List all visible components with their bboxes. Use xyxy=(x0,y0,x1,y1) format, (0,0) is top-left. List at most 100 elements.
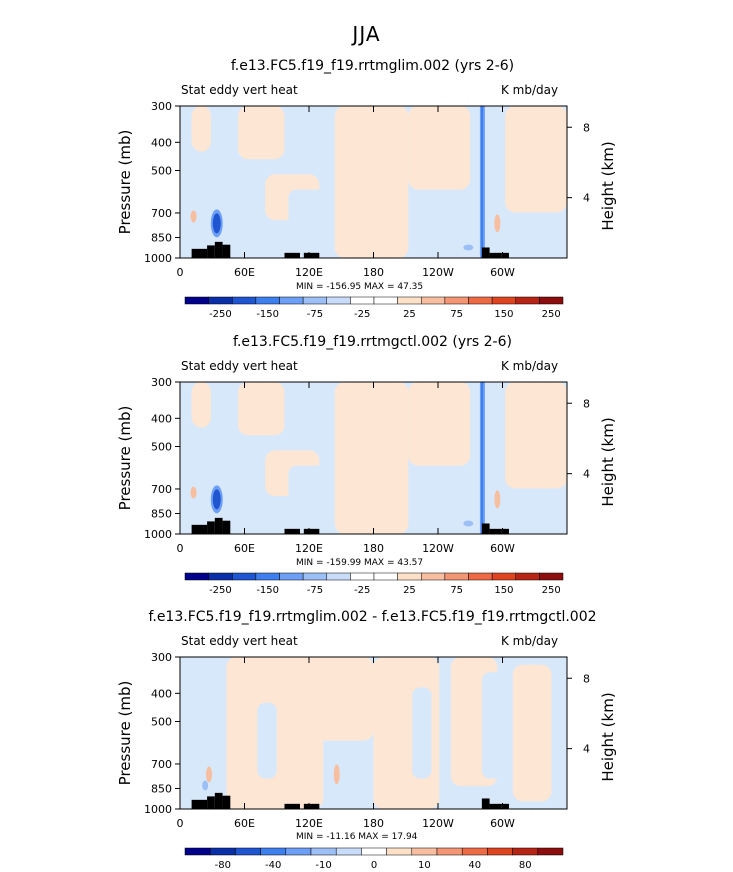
panel-3-colorbar-swatch xyxy=(436,847,463,856)
panel-1-colorbar-swatch xyxy=(184,296,209,305)
panel-1-positive-region xyxy=(238,106,285,160)
panel-2-negative-column-core xyxy=(481,382,484,534)
panel-2-colorbar-label: 75 xyxy=(450,585,463,596)
panel-2-minmax: MIN = -159.99 MAX = 43.57 xyxy=(296,558,424,568)
panel-3-colorbar-swatch xyxy=(537,847,564,856)
panel-1-colorbar-swatch xyxy=(326,296,351,305)
panel-2-colorbar-swatch xyxy=(444,572,469,581)
panel-3-colorbar-swatch xyxy=(209,847,236,856)
panel-1-colorbar-swatch xyxy=(302,296,327,305)
panel-2-colorbar-swatch xyxy=(468,572,493,581)
panel-3-title: f.e13.FC5.f19_f19.rrtmglim.002 - f.e13.F… xyxy=(148,609,597,625)
panel-2-y-axis-label: Pressure (mb) xyxy=(116,406,134,511)
panel-3-colorbar-swatch xyxy=(235,847,261,856)
panel-3-colorbar-label: 80 xyxy=(519,860,532,871)
panel-1-colorbar-label: -150 xyxy=(256,309,279,320)
panel-2-variable-label: Stat eddy vert heat xyxy=(181,359,298,373)
panel-3-topography xyxy=(481,798,490,809)
panel-3-colorbar-label: -80 xyxy=(215,860,231,871)
panel-1-topography xyxy=(222,244,231,258)
panel-2-y2-axis-label: Height (km) xyxy=(599,417,617,506)
panel-3-x-tick-label: 120W xyxy=(422,817,454,830)
panel-1-x-tick-label: 180 xyxy=(363,266,384,279)
panel-1-y-tick-label: 700 xyxy=(151,207,172,220)
panel-1-topography xyxy=(501,252,509,258)
panel-1-topography xyxy=(284,252,300,258)
panel-1-y2-tick-label: 8 xyxy=(583,121,590,134)
panel-3-negative-blob xyxy=(202,780,209,791)
panel-1-y-axis-label: Pressure (mb) xyxy=(116,130,134,235)
panel-3-topography xyxy=(214,792,223,809)
panel-3-colorbar-swatch xyxy=(361,847,387,856)
panel-2-colorbar-swatch xyxy=(373,572,398,581)
panel-2-colorbar-swatch xyxy=(279,572,304,581)
panel-1-variable-label: Stat eddy vert heat xyxy=(181,83,298,97)
panel-3-y-tick-label: 400 xyxy=(151,687,172,700)
panel-2-colorbar-swatch xyxy=(421,572,446,581)
panel-3-x-tick-label: 120E xyxy=(295,817,323,830)
panel-1-negative-blob-core xyxy=(212,213,221,234)
panel-3-y-tick-label: 850 xyxy=(151,782,172,795)
panel-1-y-tick-label: 300 xyxy=(151,100,172,113)
panel-3-y2-tick-label: 4 xyxy=(583,743,590,756)
panel-1-y-tick-label: 850 xyxy=(151,231,172,244)
panel-2-positive-blob xyxy=(494,490,501,509)
panel-3-topography xyxy=(489,803,502,809)
panel-2-colorbar-swatch xyxy=(515,572,540,581)
panel-2-colorbar-label: 25 xyxy=(403,585,416,596)
panel-2-positive-region xyxy=(191,382,211,428)
panel-1-negative-blob xyxy=(463,244,474,251)
panel-2-colorbar-label: -250 xyxy=(209,585,232,596)
panel-2-colorbar-swatch xyxy=(302,572,327,581)
panel-2-positive-region xyxy=(334,382,409,534)
figure-title: JJA xyxy=(352,22,381,46)
panel-2-colorbar-label: -150 xyxy=(256,585,279,596)
panel-2-units: K mb/day xyxy=(501,359,559,373)
panel-3-minmax: MIN = -11.16 MAX = 17.94 xyxy=(296,832,418,842)
panel-1-colorbar-swatch xyxy=(397,296,422,305)
panel-3-topography xyxy=(207,796,215,809)
panel-1-colorbar-label: -75 xyxy=(307,309,323,320)
panel-1-y2-axis-label: Height (km) xyxy=(599,141,617,230)
panel-3-topography xyxy=(191,799,208,809)
panel-2-topography xyxy=(481,523,490,534)
panel-3-colorbar-swatch xyxy=(512,847,539,856)
panel-2-negative-region xyxy=(288,465,328,512)
panel-2-colorbar-label: -75 xyxy=(307,585,323,596)
panel-1-colorbar-label: -250 xyxy=(209,309,232,320)
panel-2-y2-tick-label: 8 xyxy=(583,397,590,410)
panel-1-colorbar-swatch xyxy=(515,296,540,305)
panel-1-positive-region xyxy=(334,106,409,258)
panel-3-colorbar-swatch xyxy=(310,847,337,856)
panel-2-colorbar-label: 250 xyxy=(542,585,561,596)
panel-2-colorbar-swatch xyxy=(208,572,233,581)
panel-2-negative-region xyxy=(234,442,246,489)
panel-2-topography xyxy=(207,521,215,534)
panel-2-x-tick-label: 120E xyxy=(295,542,323,555)
panel-1-y-tick-label: 400 xyxy=(151,136,172,149)
panel-3-units: K mb/day xyxy=(501,634,559,648)
panel-3-x-tick-label: 60W xyxy=(490,817,515,830)
panel-2-colorbar-swatch xyxy=(397,572,422,581)
panel-3-topography xyxy=(284,803,300,809)
panel-2-y-tick-label: 400 xyxy=(151,412,172,425)
panel-1-colorbar-label: 150 xyxy=(494,309,513,320)
panel-2-colorbar-swatch xyxy=(491,572,516,581)
panel-2-topography xyxy=(501,528,509,534)
panel-1-minmax: MIN = -156.95 MAX = 47.35 xyxy=(296,282,424,292)
panel-3-y-tick-label: 500 xyxy=(151,715,172,728)
panel-3-y-tick-label: 300 xyxy=(151,651,172,664)
panel-2-negative-blob xyxy=(463,520,474,527)
panel-3-colorbar-swatch xyxy=(487,847,513,856)
panel-1-units: K mb/day xyxy=(501,83,559,97)
panel-1-colorbar-label: -25 xyxy=(354,309,370,320)
panel-1-y-tick-label: 1000 xyxy=(144,252,172,265)
panel-3-colorbar-label: 10 xyxy=(418,860,431,871)
panel-1-x-tick-label: 0 xyxy=(177,266,184,279)
panel-1-x-tick-label: 120W xyxy=(422,266,454,279)
panel-2-colorbar-swatch xyxy=(350,572,375,581)
panel-1-colorbar-label: 25 xyxy=(403,309,416,320)
panel-3-colorbar-label: 40 xyxy=(468,860,481,871)
panel-3-negative-region xyxy=(412,687,432,779)
